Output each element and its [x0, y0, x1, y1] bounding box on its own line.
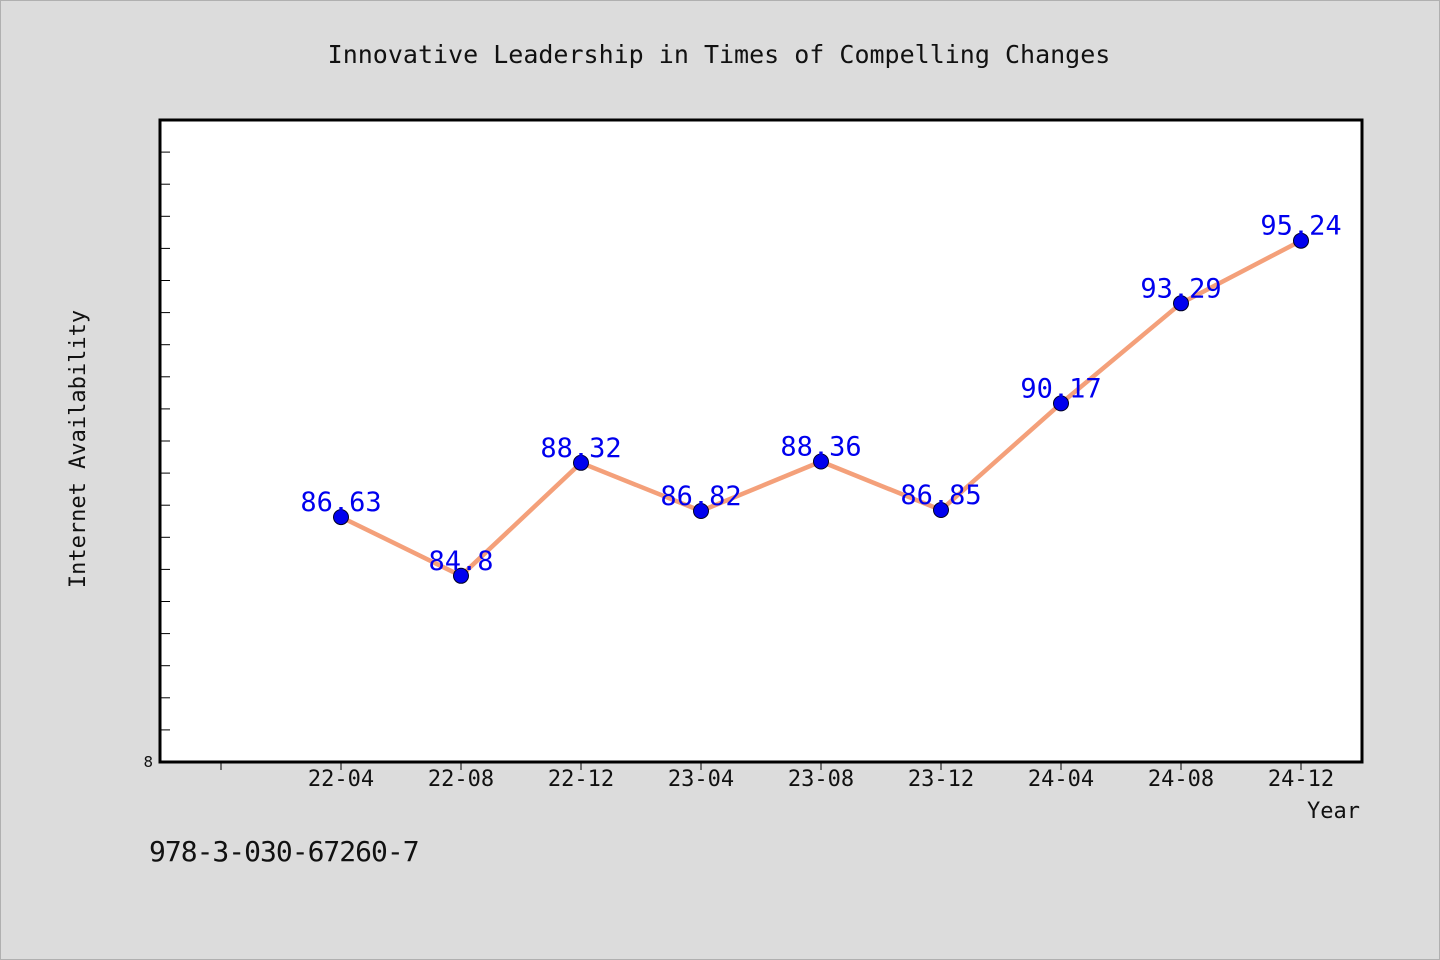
y-tick-label: 8 — [143, 753, 153, 771]
x-axis-label: Year — [1307, 799, 1360, 824]
data-point — [1173, 295, 1189, 312]
x-tick-label: 22-04 — [308, 767, 374, 792]
x-tick-label: 23-04 — [668, 767, 734, 792]
plot-area — [158, 118, 1364, 764]
footer-code: 978-3-030-67260-7 — [149, 835, 420, 868]
data-label: 88.36 — [780, 432, 861, 463]
data-point — [333, 509, 349, 526]
data-label: 86.85 — [900, 480, 981, 511]
data-point — [933, 502, 949, 518]
data-label: 86.63 — [300, 487, 381, 518]
y-axis-ticks — [160, 151, 170, 763]
x-tick-label: 22-12 — [548, 767, 614, 792]
data-point — [693, 503, 709, 519]
series-markers — [333, 232, 1309, 584]
data-point — [813, 453, 829, 470]
data-label: 90.17 — [1020, 373, 1101, 404]
x-axis-tick-labels: 22-04 22-08 22-12 23-04 23-08 23-12 24-04 24-08… — [308, 767, 1334, 792]
y-axis-label: Internet Availability — [66, 310, 91, 588]
x-tick-label: 24-12 — [1268, 767, 1334, 792]
data-point — [573, 454, 589, 471]
data-label: 88.32 — [540, 433, 621, 464]
x-tick-label: 22-08 — [428, 767, 494, 792]
chart-title: Innovative Leadership in Times of Compel… — [328, 40, 1111, 69]
data-labels: 86.63 84.8 88.32 86.82 88.36 86.85 90.17 93.29 9… — [300, 211, 1341, 577]
x-axis-ticks — [220, 762, 1302, 770]
data-point — [1293, 232, 1309, 249]
x-tick-label: 24-04 — [1028, 767, 1094, 792]
data-point — [453, 567, 469, 584]
data-label: 93.29 — [1140, 273, 1221, 304]
data-label: 86.82 — [660, 481, 741, 512]
data-label: 84.8 — [428, 546, 493, 577]
data-label: 95.24 — [1260, 211, 1341, 242]
data-point — [1053, 395, 1069, 412]
x-tick-label: 23-08 — [788, 767, 854, 792]
x-tick-label: 23-12 — [908, 767, 974, 792]
x-tick-label: 24-08 — [1148, 767, 1214, 792]
